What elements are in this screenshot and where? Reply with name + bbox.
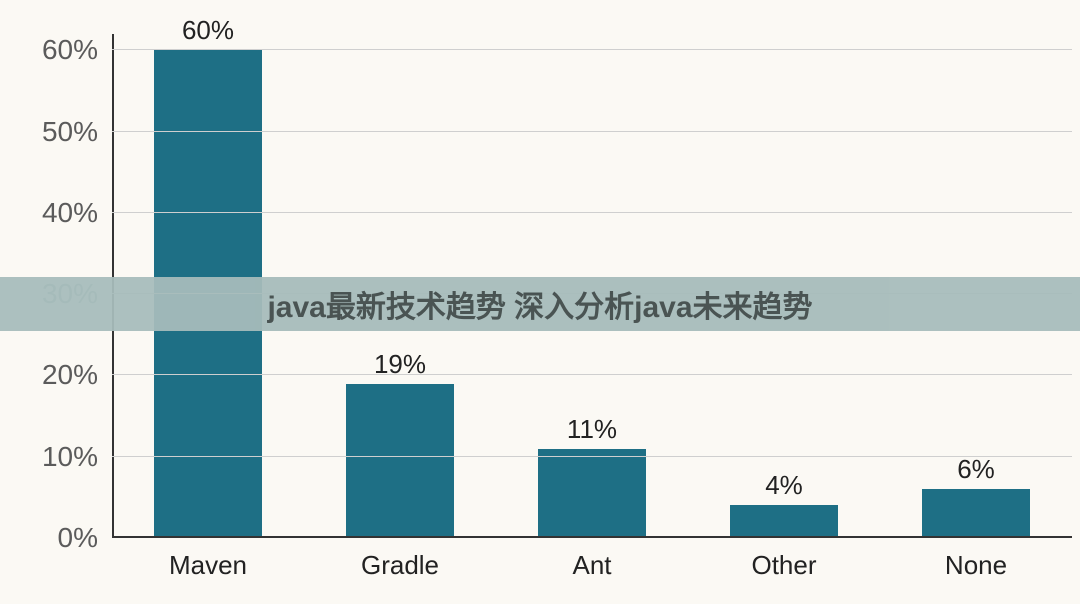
gridline — [112, 293, 1072, 294]
bar: 6% — [922, 489, 1030, 538]
x-tick-label: Maven — [169, 538, 247, 581]
bar-value-label: 60% — [182, 15, 234, 50]
y-tick-label: 40% — [42, 197, 112, 229]
bars-group: 60%19%11%4%6% — [112, 34, 1072, 538]
bar: 4% — [730, 505, 838, 538]
gridline — [112, 456, 1072, 457]
gridline — [112, 374, 1072, 375]
bar-value-label: 19% — [374, 349, 426, 384]
y-tick-label: 10% — [42, 441, 112, 473]
y-tick-label: 60% — [42, 34, 112, 66]
bar: 11% — [538, 449, 646, 538]
y-tick-label: 30% — [42, 278, 112, 310]
plot-area: 60%19%11%4%6% 0%10%20%30%40%50%60%MavenG… — [112, 34, 1072, 538]
y-tick-label: 0% — [58, 522, 112, 554]
gridline — [112, 212, 1072, 213]
chart-container: 60% 19% 11% 4% 6% 0% 10% 20% 30% 40% 50% 60% Maven G… — [0, 0, 1080, 604]
bar-value-label: 11% — [567, 414, 617, 449]
y-tick-label: 20% — [42, 359, 112, 391]
bar: 19% — [346, 384, 454, 538]
y-tick-label: 50% — [42, 116, 112, 148]
bar-value-label: 6% — [957, 454, 995, 489]
x-tick-label: Ant — [572, 538, 611, 581]
x-tick-label: Other — [751, 538, 816, 581]
gridline — [112, 49, 1072, 50]
x-tick-label: None — [945, 538, 1007, 581]
gridline — [112, 131, 1072, 132]
bar-value-label: 4% — [765, 470, 803, 505]
y-axis-line — [112, 34, 114, 538]
x-tick-label: Gradle — [361, 538, 439, 581]
